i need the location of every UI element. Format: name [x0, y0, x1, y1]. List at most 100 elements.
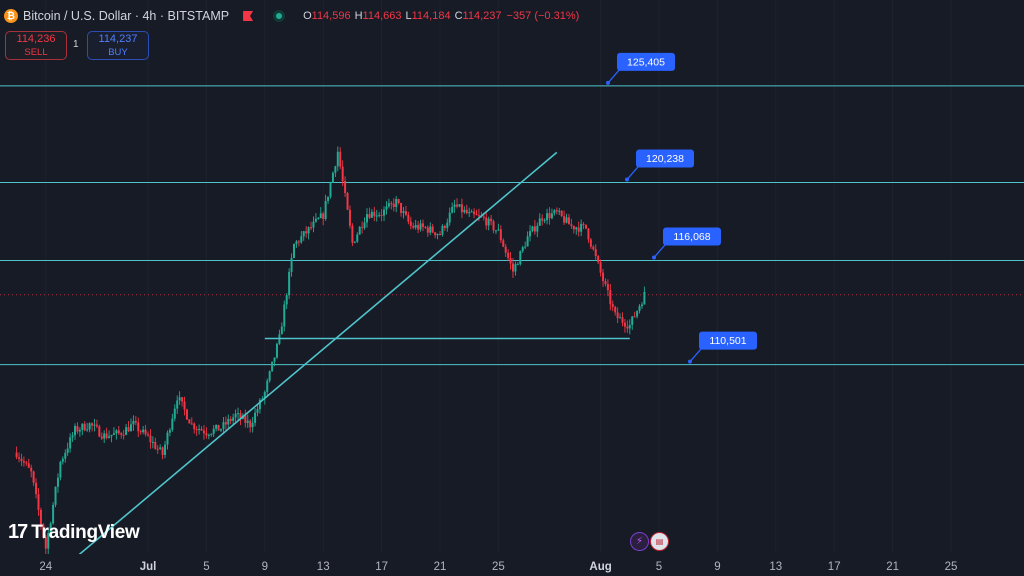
candle-body	[443, 225, 446, 228]
candle-body	[538, 218, 541, 226]
candle-body	[74, 426, 76, 436]
candle-body	[147, 434, 149, 436]
candle-body	[185, 409, 188, 420]
order-quantity[interactable]: 1	[73, 39, 79, 50]
candle-body	[599, 262, 602, 273]
candle-body	[555, 210, 558, 212]
candle-body	[392, 203, 395, 207]
candle-body	[516, 264, 519, 266]
candle-body	[317, 217, 320, 219]
candle-body	[543, 220, 546, 222]
candle-body	[268, 371, 271, 381]
tradingview-logo[interactable]: 17 TradingView	[8, 521, 140, 544]
candle-body	[88, 423, 91, 430]
us-flag-icon[interactable]: ▤	[650, 532, 669, 551]
market-status-icon[interactable]	[273, 10, 286, 22]
candle-body	[502, 240, 505, 247]
candle-body	[266, 380, 269, 392]
candle-body	[246, 420, 249, 423]
candle-body	[346, 192, 349, 210]
candle-body	[297, 241, 300, 243]
candle-body	[290, 257, 293, 272]
candle-body	[390, 203, 393, 205]
candle-body	[541, 218, 544, 221]
candle-body	[129, 424, 132, 432]
candle-body	[295, 241, 298, 245]
level-label: 110,501	[709, 335, 746, 347]
candle-body	[71, 435, 74, 438]
candle-body	[91, 423, 94, 426]
candle-body	[137, 422, 140, 432]
candle-body	[181, 397, 184, 402]
trendline	[59, 151, 558, 572]
candle-body	[412, 225, 415, 228]
candle-body	[621, 317, 624, 323]
candle-body	[604, 281, 607, 285]
sell-button[interactable]: 114,236 SELL	[5, 31, 67, 60]
candle-body	[288, 271, 291, 296]
candle-body	[220, 429, 222, 431]
candle-body	[348, 209, 351, 226]
buy-button[interactable]: 114,237 BUY	[87, 31, 149, 60]
candle-body	[222, 422, 225, 430]
level-callout	[699, 331, 757, 350]
candle-body	[526, 236, 529, 247]
candle-body	[307, 227, 310, 234]
lightning-icon[interactable]: ⚡	[630, 532, 649, 551]
bitcoin-icon: ₿	[4, 9, 18, 23]
candle-body	[548, 213, 551, 219]
candle-body	[616, 312, 619, 319]
candle-body	[200, 428, 203, 431]
candle-body	[553, 210, 556, 214]
ohlc-high-key: H	[354, 10, 363, 22]
candle-body	[103, 433, 106, 439]
candle-body	[42, 524, 45, 538]
candle-body	[387, 203, 390, 207]
candle-body	[353, 241, 356, 243]
candle-body	[183, 401, 186, 410]
candle-body	[363, 222, 366, 228]
candle-body	[565, 217, 568, 223]
candle-body	[98, 426, 101, 437]
candle-body	[324, 201, 327, 220]
candle-body	[144, 429, 147, 435]
horizontal-levels: 125,405 120,238 116,068 110,501	[0, 52, 1024, 366]
candle-body	[25, 462, 28, 464]
candle-body	[407, 214, 410, 222]
candle-body	[64, 452, 67, 459]
candle-body	[426, 227, 429, 233]
candle-body	[139, 431, 142, 433]
candle-body	[585, 224, 587, 229]
candle-body	[237, 413, 240, 415]
candle-body	[383, 209, 386, 216]
flag-icon[interactable]	[243, 11, 254, 21]
candle-body	[283, 304, 286, 327]
sell-price: 114,236	[16, 33, 56, 45]
candle-body	[497, 229, 500, 231]
candle-body	[336, 151, 339, 167]
candle-body	[217, 424, 220, 431]
candle-body	[351, 225, 354, 243]
candle-body	[244, 415, 247, 423]
candle-body	[631, 316, 634, 325]
candle-body	[468, 212, 471, 214]
candle-body	[249, 420, 252, 428]
candle-body	[151, 441, 154, 443]
candle-body	[329, 182, 332, 197]
candle-body	[52, 504, 55, 524]
symbol-title[interactable]: Bitcoin / U.S. Dollar · 4h · BITSTAMP	[23, 9, 230, 23]
candle-body	[156, 448, 159, 450]
x-tick-label: 13	[769, 561, 782, 573]
candle-body	[451, 206, 454, 213]
candle-body	[602, 272, 605, 282]
candle-body	[580, 223, 583, 232]
candle-body	[482, 216, 485, 218]
candle-body	[83, 423, 86, 431]
candle-body	[592, 246, 595, 250]
candle-body	[494, 230, 497, 232]
candle-body	[18, 457, 21, 459]
candle-body	[293, 244, 295, 258]
ohlc-low-value: 114,184	[411, 10, 451, 22]
candle-body	[431, 226, 434, 233]
